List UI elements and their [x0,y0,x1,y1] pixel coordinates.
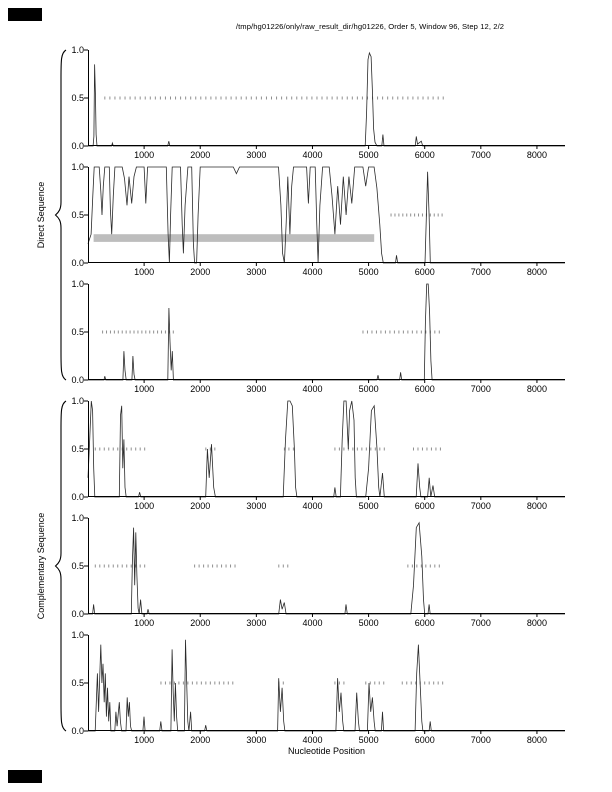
x-tick-label: 5000 [358,150,379,160]
x-tick-label: 7000 [470,501,491,511]
y-tick-label: 1.0 [71,513,84,523]
x-tick-label: 2000 [190,384,211,394]
y-tick-label: 1.0 [71,396,84,406]
panel-complementary-2: 1.0 0.5 0.0 1000 2000 3000 4000 5000 6000 7000 800… [71,513,565,628]
panel-plot [84,400,565,500]
x-tick-label: 2000 [190,267,211,277]
crop-mark-top [8,8,42,21]
y-tick-label: 0.5 [71,210,84,220]
x-tick-label: 2000 [190,618,211,628]
x-tick-label: 7000 [470,618,491,628]
chart-title: /tmp/hg01226/only/raw_result_dir/hg01226… [235,22,505,31]
x-tick-label: 3000 [246,150,267,160]
complementary-sequence-label: Complementary Sequence [36,512,46,620]
panel-plot [84,517,565,617]
x-tick-label: 8000 [526,150,547,160]
x-tick-label: 4000 [302,150,323,160]
x-tick-label: 6000 [414,735,435,745]
y-tick-label: 0.5 [71,93,84,103]
y-tick-label: 0.5 [71,561,84,571]
x-tick-label: 5000 [358,384,379,394]
x-tick-label: 6000 [414,618,435,628]
x-tick-label: 8000 [526,384,547,394]
y-tick-label: 0.5 [71,327,84,337]
x-tick-label: 7000 [470,384,491,394]
x-tick-label: 7000 [470,267,491,277]
y-tick-label: 1.0 [71,630,84,640]
trace-line [88,521,565,615]
x-tick-label: 1000 [134,267,155,277]
x-tick-label: 7000 [470,735,491,745]
y-tick-label: 1.0 [71,279,84,289]
panel-plot [84,283,565,383]
y-tick-label: 0.5 [71,444,84,454]
x-tick-label: 1000 [134,501,155,511]
y-tick-label: 0.0 [71,375,84,385]
panel-direct-1: 1.0 0.5 0.0 1000 2000 3000 4000 5000 6000 7000 800… [71,45,565,160]
x-tick-label: 5000 [358,735,379,745]
y-tick-label: 0.5 [71,678,84,688]
x-tick-label: 5000 [358,267,379,277]
x-tick-label: 2000 [190,150,211,160]
x-tick-label: 2000 [190,735,211,745]
x-tick-label: 4000 [302,267,323,277]
x-tick-label: 8000 [526,735,547,745]
panel-plot [84,634,565,734]
x-tick-label: 1000 [134,150,155,160]
x-tick-label: 1000 [134,735,155,745]
complementary-group-brace-icon [54,400,67,732]
y-tick-label: 0.0 [71,609,84,619]
crop-mark-bottom [8,770,42,783]
x-tick-label: 3000 [246,735,267,745]
panel-complementary-1: 1.0 0.5 0.0 1000 2000 3000 4000 5000 6000 7000 800… [71,396,565,511]
x-tick-label: 2000 [190,501,211,511]
x-tick-label: 1000 [134,618,155,628]
panel-direct-3: 1.0 0.5 0.0 1000 2000 3000 4000 5000 6000 7000 800… [71,279,565,394]
trace-line [88,639,565,732]
panel-plot [84,49,565,149]
x-tick-label: 6000 [414,384,435,394]
x-tick-label: 4000 [302,384,323,394]
direct-sequence-label: Direct Sequence [36,181,46,249]
panel-direct-2: 1.0 0.5 0.0 1000 2000 3000 4000 5000 6000 7000 800… [71,162,565,277]
x-tick-label: 5000 [358,618,379,628]
trace-line [87,166,565,264]
x-tick-label: 6000 [414,267,435,277]
y-tick-label: 0.0 [71,141,84,151]
y-tick-label: 1.0 [71,45,84,55]
x-tick-label: 8000 [526,618,547,628]
x-axis-title: Nucleotide Position [287,746,366,756]
x-tick-label: 5000 [358,501,379,511]
x-tick-label: 8000 [526,501,547,511]
x-tick-label: 4000 [302,735,323,745]
x-tick-label: 1000 [134,384,155,394]
x-tick-label: 6000 [414,150,435,160]
y-tick-label: 0.0 [71,726,84,736]
x-tick-label: 4000 [302,501,323,511]
highlight-bar [93,234,375,242]
trace-line [88,283,565,381]
direct-group-brace-icon [54,49,67,381]
x-tick-label: 7000 [470,150,491,160]
x-tick-label: 6000 [414,501,435,511]
x-tick-label: 3000 [246,384,267,394]
x-tick-label: 3000 [246,267,267,277]
x-tick-label: 3000 [246,501,267,511]
y-tick-label: 0.0 [71,258,84,268]
panel-complementary-3: 1.0 0.5 0.0 1000 2000 3000 4000 5000 6000 7000 800… [71,630,565,745]
x-tick-label: 8000 [526,267,547,277]
y-tick-label: 1.0 [71,162,84,172]
y-tick-label: 0.0 [71,492,84,502]
trace-line [87,400,565,498]
x-tick-label: 3000 [246,618,267,628]
x-tick-label: 4000 [302,618,323,628]
panel-plot [84,166,565,266]
trace-line [88,51,565,147]
